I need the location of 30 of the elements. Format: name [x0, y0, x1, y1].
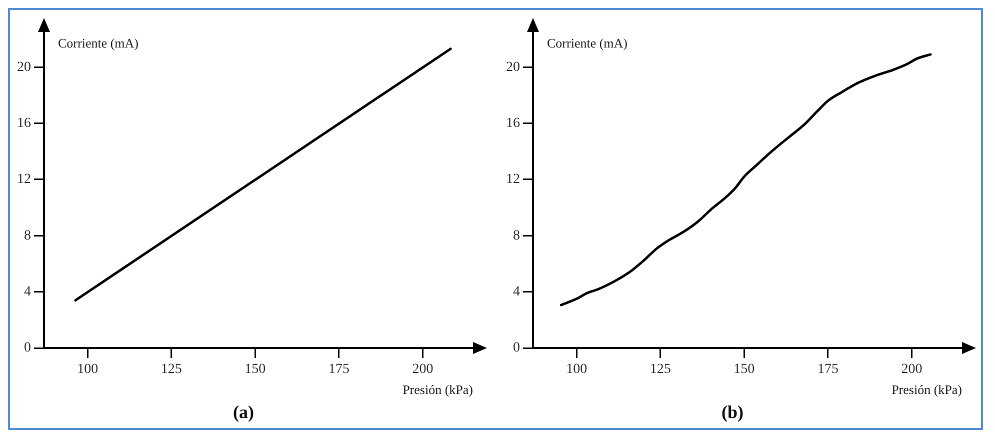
x-tick-label: 200	[901, 362, 922, 378]
frame: Presión (kPa) (a) 100 125 150 175 200 0 4 8 12 16 20 Corriente (mA) Presión (kPa) (b) 100 125 150 175 200 0 4 8 12 16 20 Corriente (mA)	[8, 8, 983, 430]
y-tick-label: 20	[506, 60, 520, 75]
y-tick-label: 16	[506, 116, 520, 131]
x-tick-label: 100	[77, 362, 98, 378]
y-tick-label: 12	[17, 172, 31, 188]
y-tick-label: 4	[513, 284, 520, 300]
x-tick-label: 150	[244, 362, 266, 378]
x-tick-label: 175	[817, 362, 838, 378]
y-tick-label: 8	[24, 228, 31, 244]
x-tick-label: 200	[412, 362, 434, 378]
x-axis-title: Presión (kPa)	[402, 382, 473, 398]
x-tick-label: 150	[734, 362, 755, 378]
y-tick-label: 16	[17, 116, 31, 131]
x-tick-label: 175	[328, 362, 350, 378]
y-tick-label: 0	[24, 340, 31, 356]
x-tick-label: 100	[566, 362, 588, 378]
y-tick-label: 12	[506, 172, 520, 188]
x-axis-title: Presión (kPa)	[892, 382, 962, 398]
y-axis-title: Corriente (mA)	[547, 35, 628, 50]
x-tick-label: 125	[160, 362, 182, 378]
text: (b)	[722, 402, 744, 422]
y-tick-label: 0	[513, 340, 520, 356]
y-axis-title: Corriente (mA)	[58, 35, 139, 50]
x-tick-label: 125	[650, 362, 671, 378]
y-tick-label: 20	[17, 60, 31, 75]
y-tick-label: 4	[24, 284, 31, 300]
y-tick-label: 8	[513, 228, 520, 244]
line-series	[560, 53, 932, 306]
text: (a)	[233, 402, 254, 422]
